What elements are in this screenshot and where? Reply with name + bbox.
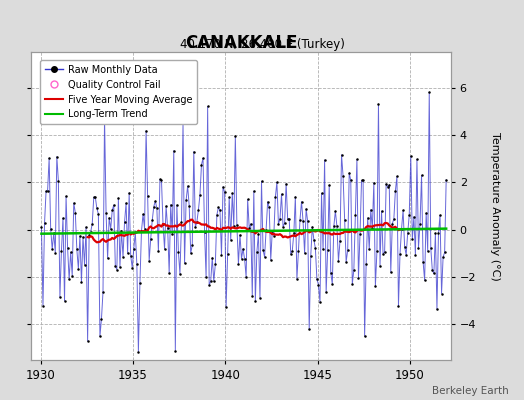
Text: 40.170 N, 26.400 E (Turkey): 40.170 N, 26.400 E (Turkey) <box>180 38 344 51</box>
Legend: Raw Monthly Data, Quality Control Fail, Five Year Moving Average, Long-Term Tren: Raw Monthly Data, Quality Control Fail, … <box>40 60 197 124</box>
Y-axis label: Temperature Anomaly (°C): Temperature Anomaly (°C) <box>490 132 500 280</box>
Text: Berkeley Earth: Berkeley Earth <box>432 386 508 396</box>
Title: CANAKKALE: CANAKKALE <box>185 34 297 52</box>
